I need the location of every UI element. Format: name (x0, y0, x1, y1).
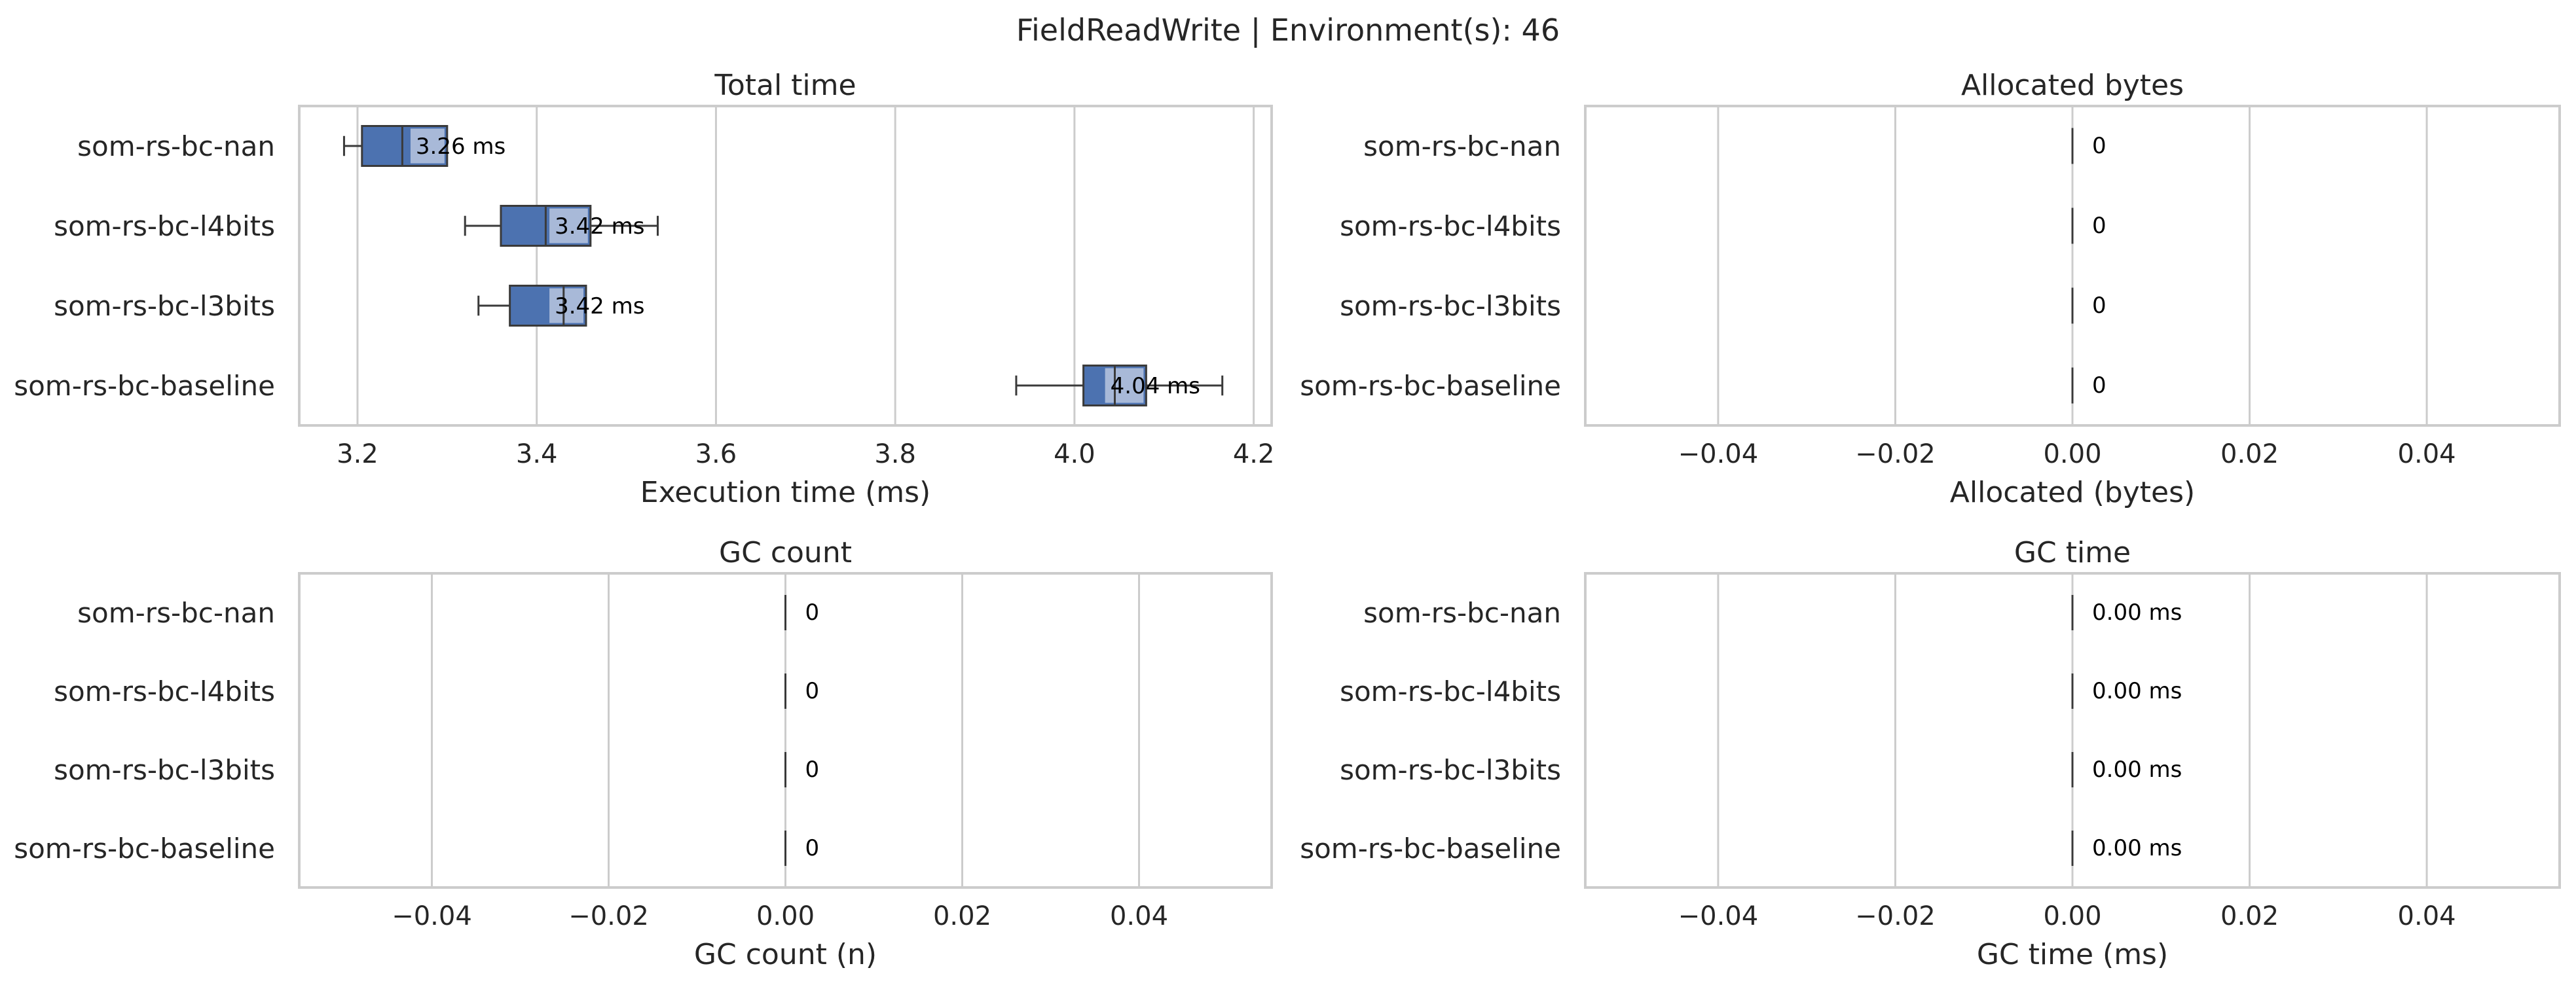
chart-title: Allocated bytes (1961, 69, 2184, 102)
x-tick-label: 0.04 (2398, 901, 2456, 931)
value-label: 0 (805, 678, 820, 704)
y-tick-label: som-rs-bc-baseline (14, 833, 275, 865)
x-tick-label: 3.4 (516, 439, 558, 469)
box-highlight (549, 288, 583, 323)
y-tick-label: som-rs-bc-l4bits (54, 675, 275, 708)
x-tick-label: 0.04 (1110, 901, 1168, 931)
x-tick-label: 0.00 (2043, 901, 2101, 931)
box-highlight (549, 208, 588, 243)
y-tick-label: som-rs-bc-l3bits (1340, 754, 1561, 786)
x-axis-label: Execution time (ms) (640, 476, 930, 509)
value-label: 0.00 ms (2092, 835, 2182, 861)
y-tick-label: som-rs-bc-l3bits (54, 290, 275, 322)
plot-frame (298, 105, 1273, 427)
x-tick-label: 4.2 (1233, 439, 1275, 469)
x-tick-label: −0.02 (1855, 439, 1936, 469)
value-label: 0 (805, 835, 820, 861)
y-tick-label: som-rs-bc-baseline (1300, 370, 1561, 402)
y-tick-label: som-rs-bc-nan (77, 130, 275, 162)
y-tick-label: som-rs-bc-nan (1363, 130, 1561, 162)
x-tick-label: −0.02 (1855, 901, 1936, 931)
plot-frame (298, 572, 1273, 889)
x-axis-label: Allocated (bytes) (1950, 476, 2195, 509)
x-tick-label: 0.02 (2220, 901, 2279, 931)
value-label: 4.04 ms (1111, 373, 1200, 399)
chart-title: Total time (714, 69, 856, 102)
x-tick-label: −0.04 (1678, 901, 1759, 931)
chart-panels: 3.2 3.4 3.6 3.8 4.0 4.2 Total time Execution ti… (14, 69, 2561, 971)
x-tick-label: 0.00 (756, 901, 815, 931)
box-group: 4.04 ms (1015, 365, 1224, 406)
value-label: 0.00 ms (2092, 600, 2182, 626)
value-label: 0 (805, 757, 820, 783)
x-axis-label: GC time (ms) (1977, 938, 2168, 971)
plot-frame (1584, 572, 2561, 889)
x-tick-label: 0.04 (2398, 439, 2456, 469)
chart-panel-3: −0.04 −0.02 0.00 0.02 0.04 GC count GC count (… (14, 536, 1273, 971)
box-group: 3.42 ms (477, 285, 644, 327)
x-tick-label: 3.2 (337, 439, 378, 469)
value-label: 0 (2092, 213, 2107, 239)
value-label: 3.42 ms (555, 293, 644, 319)
value-label: 0 (2092, 133, 2107, 159)
y-tick-label: som-rs-bc-l3bits (1340, 290, 1561, 322)
box-group: 3.42 ms (464, 205, 659, 247)
x-tick-label: 0.02 (933, 901, 991, 931)
y-tick-label: som-rs-bc-baseline (14, 370, 275, 402)
x-tick-label: 3.6 (695, 439, 737, 469)
chart-title: GC count (719, 536, 852, 569)
value-label: 3.26 ms (416, 134, 506, 160)
x-tick-label: −0.04 (1678, 439, 1759, 469)
value-label: 0 (805, 600, 820, 626)
x-tick-label: 0.02 (2220, 439, 2279, 469)
x-tick-label: 3.8 (874, 439, 916, 469)
y-tick-label: som-rs-bc-l4bits (54, 210, 275, 242)
chart-panel-1: 3.2 3.4 3.6 3.8 4.0 4.2 Total time Execution ti… (14, 69, 1274, 509)
y-tick-label: som-rs-bc-l4bits (1340, 210, 1561, 242)
x-tick-label: 4.0 (1054, 439, 1095, 469)
x-tick-label: −0.02 (568, 901, 649, 931)
x-tick-label: 0.00 (2043, 439, 2101, 469)
value-label: 0.00 ms (2092, 678, 2182, 704)
value-label: 0 (2092, 372, 2107, 399)
y-tick-label: som-rs-bc-l4bits (1340, 675, 1561, 708)
chart-panel-4: −0.04 −0.02 0.00 0.02 0.04 GC time GC time (ms… (1300, 536, 2561, 971)
value-label: 3.42 ms (555, 213, 644, 240)
chart-panel-2: −0.04 −0.02 0.00 0.02 0.04 Allocated bytes All… (1300, 69, 2561, 509)
plot-frame (1584, 105, 2561, 427)
y-tick-label: som-rs-bc-nan (77, 597, 275, 629)
chart-title: GC time (2014, 536, 2131, 569)
y-tick-label: som-rs-bc-baseline (1300, 833, 1561, 865)
box-highlight (1105, 368, 1144, 403)
value-label: 0 (2092, 293, 2107, 319)
figure-title: FieldReadWrite | Environment(s): 46 (1016, 12, 1560, 48)
y-tick-label: som-rs-bc-nan (1363, 597, 1561, 629)
box-group: 3.26 ms (342, 125, 506, 167)
box-highlight (410, 128, 445, 164)
x-axis-label: GC count (n) (694, 938, 877, 971)
value-label: 0.00 ms (2092, 757, 2182, 783)
x-tick-label: −0.04 (392, 901, 472, 931)
y-tick-label: som-rs-bc-l3bits (54, 754, 275, 786)
